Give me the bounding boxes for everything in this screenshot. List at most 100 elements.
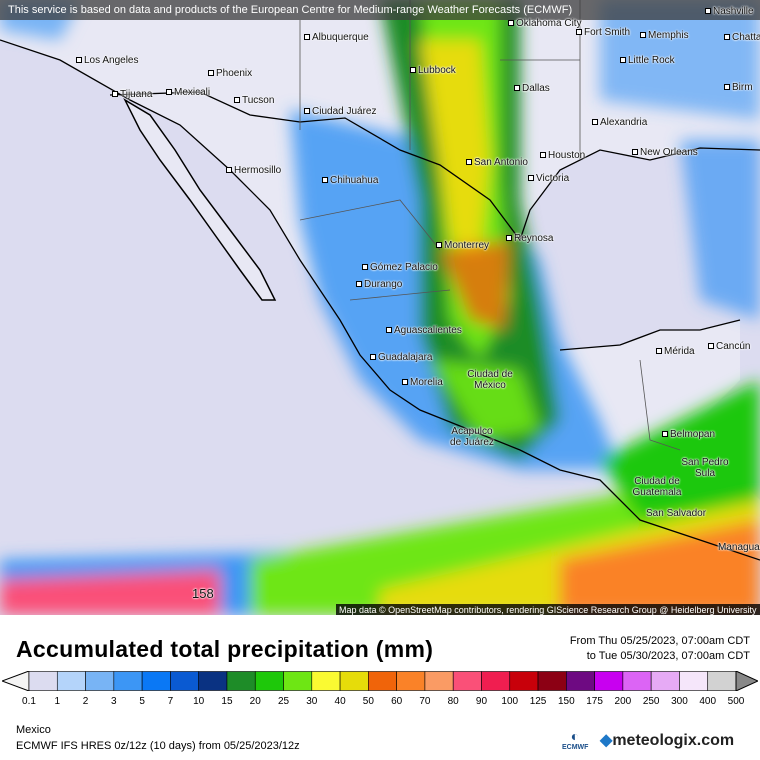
time-to: to Tue 05/30/2023, 07:00am CDT [586, 650, 750, 662]
scale-swatch [113, 671, 143, 691]
scale-swatch [368, 671, 397, 691]
city-label: Memphis [640, 30, 689, 41]
city-label: Chatta [724, 32, 760, 43]
city-label: Belmopan [662, 429, 715, 440]
city-label: Fort Smith [576, 27, 630, 38]
scale-swatch [85, 671, 115, 691]
scale-tick-label: 20 [249, 696, 261, 707]
city-label: Ciudad de México [467, 369, 513, 391]
scale-swatch [396, 671, 426, 691]
scale-arrow-right [735, 671, 758, 691]
city-label: Houston [540, 150, 585, 161]
city-label: San Salvador [646, 508, 707, 519]
city-label: Cancún [708, 341, 750, 352]
city-label: Morelia [402, 377, 443, 388]
meteologix-logo[interactable]: ◆meteologix.com [600, 732, 735, 749]
city-label: Los Angeles [76, 55, 139, 66]
scale-arrow-left [2, 671, 30, 691]
scale-swatch [28, 671, 58, 691]
city-label: Oklahoma City [508, 18, 582, 29]
city-label: Mexicali [166, 87, 210, 98]
time-from: From Thu 05/25/2023, 07:00am CDT [569, 635, 750, 647]
borders [0, 39, 760, 561]
scale-swatch [56, 671, 86, 691]
legend-title: Accumulated total precipitation (mm) [16, 636, 434, 662]
ecmwf-notice: This service is based on data and produc… [0, 0, 760, 20]
precip-field [0, 0, 760, 615]
scale-swatch [198, 671, 228, 691]
scale-tick-label: 500 [727, 696, 745, 707]
city-label: Little Rock [620, 55, 675, 66]
scale-tick-label: 100 [501, 696, 519, 707]
scale-swatch [452, 671, 482, 691]
scale-ticks: 0.1 1 2 3 5 7 10 15 20 25 30 40 50 60 70 80 90 100 125 150 1… [0, 696, 760, 710]
scale-tick-label: 90 [475, 696, 488, 707]
scale-swatch [707, 671, 737, 691]
scale-tick-label: 10 [193, 696, 205, 707]
model-info: ECMWF IFS HRES 0z/12z (10 days) from 05/… [16, 740, 300, 752]
city-label: San Pedro Sula [681, 457, 729, 479]
map-attribution: Map data © OpenStreetMap contributors, r… [336, 604, 760, 615]
city-label: Lubbock [410, 65, 456, 76]
scale-tick-label: 40 [334, 696, 346, 707]
scale-swatch [141, 671, 171, 691]
scale-tick-label: 70 [419, 696, 431, 707]
scale-swatch [622, 671, 652, 691]
city-label: Chihuahua [322, 175, 378, 186]
baja-peninsula [123, 98, 277, 301]
city-label: Durango [356, 279, 402, 290]
city-label: Phoenix [208, 68, 252, 79]
city-label: Mérida [656, 346, 695, 357]
scale-tick-label: 3 [111, 696, 117, 707]
precipitation-map[interactable]: This service is based on data and produc… [0, 0, 760, 615]
scale-tick-label: 200 [614, 696, 632, 707]
city-label: Managua [718, 542, 760, 553]
city-label: San Antonio [466, 157, 528, 168]
city-label: Ciudad Juárez [304, 106, 376, 117]
scale-swatch [594, 671, 624, 691]
city-label: Nashville [705, 6, 754, 17]
city-label: Gómez Palacio [362, 262, 438, 273]
scale-swatch [311, 671, 341, 691]
scale-tick-label: 150 [557, 696, 575, 707]
scale-swatch [170, 671, 199, 691]
scale-swatch [509, 671, 539, 691]
scale-tick-label: 30 [306, 696, 318, 707]
scale-swatch [283, 671, 313, 691]
map-layer [0, 0, 760, 615]
scale-tick-label: 1 [54, 696, 61, 707]
city-label: Albuquerque [304, 32, 369, 43]
scale-tick-label: 15 [221, 696, 233, 707]
scale-swatch [679, 671, 709, 691]
region-label: Mexico [16, 724, 51, 736]
scale-tick-label: 125 [529, 696, 547, 707]
scale-swatch [339, 671, 369, 691]
drop-icon: ◆ [600, 732, 613, 749]
scale-swatch [537, 671, 567, 691]
city-label: Dallas [514, 83, 550, 94]
city-label: Monterrey [436, 240, 489, 251]
scale-swatch [650, 671, 680, 691]
city-label: Reynosa [506, 233, 553, 244]
scale-swatch [566, 671, 595, 691]
scale-tick-label: 250 [642, 696, 660, 707]
city-label: Aguascalientes [386, 325, 462, 336]
city-label: Alexandria [592, 117, 647, 128]
city-label: Acapulco de Juárez [450, 426, 494, 448]
ecmwf-logo: ◐ ECMWF [562, 728, 589, 751]
city-label: New Orleans [632, 147, 698, 158]
city-label: Victoria [528, 173, 569, 184]
scale-tick-label: 175 [586, 696, 603, 707]
scale-tick-label: 0.1 [22, 696, 36, 707]
scale-tick-label: 60 [391, 696, 403, 707]
scale-tick-label: 80 [447, 696, 459, 707]
city-label: Guadalajara [370, 352, 432, 363]
scale-swatch [254, 671, 284, 691]
scale-tick-label: 300 [671, 696, 688, 707]
scale-tick-label: 50 [362, 696, 374, 707]
scale-tick-label: 7 [167, 696, 174, 707]
city-label: Ciudad de Guatemala [632, 476, 682, 498]
city-label: Tucson [234, 95, 274, 106]
scale-tick-label: 5 [139, 696, 145, 707]
scale-tick-label: 400 [699, 696, 717, 707]
